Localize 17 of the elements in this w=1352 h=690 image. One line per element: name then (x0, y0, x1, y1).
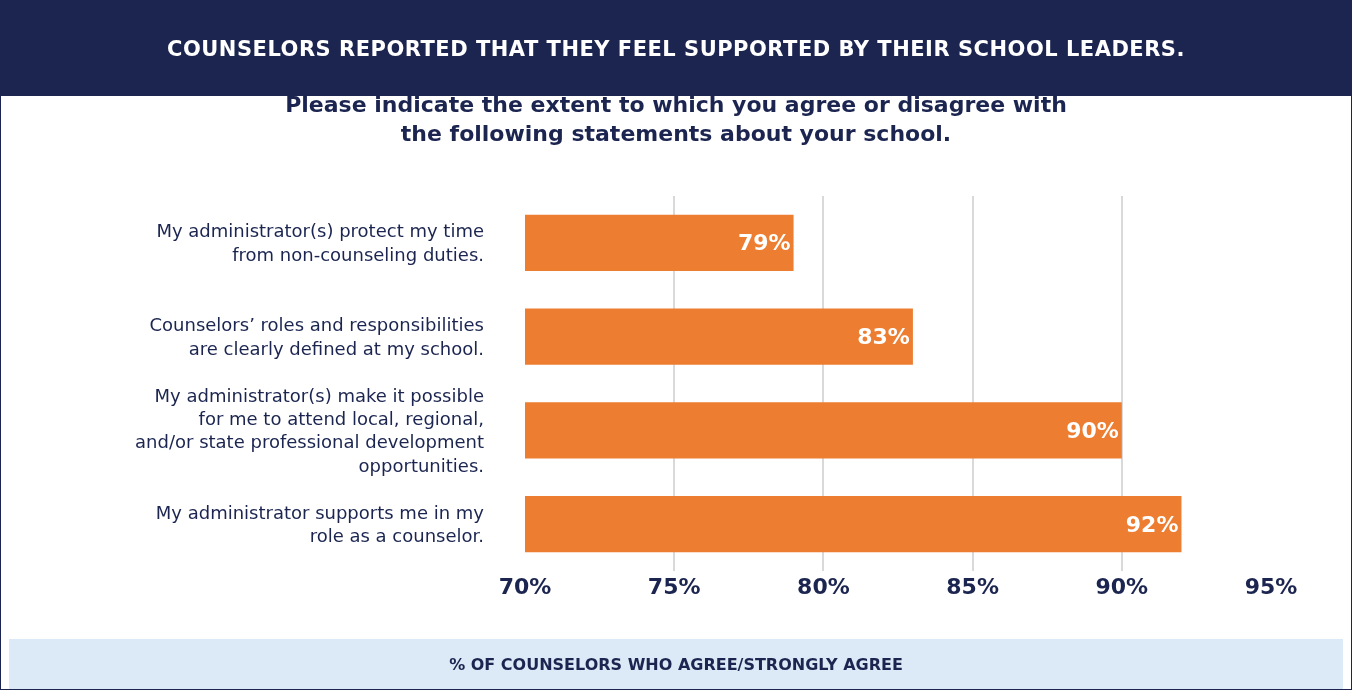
y-tick-label: My administrator supports me in my role as a counselor. (155, 501, 485, 547)
data-label: 83% (857, 324, 910, 350)
x-tick-label: 70% (498, 574, 552, 599)
y-tick-label: Counselors’ roles and responsibilities are clearly defined at my school. (149, 314, 484, 359)
data-label: 79% (737, 230, 791, 256)
chart-title: COUNSELORS REPORTED THAT THEY FEEL SUPPORTED BY THEIR SCHOOL LEADERS. (167, 36, 1185, 61)
data-label: 92% (1125, 511, 1179, 537)
chart-subtitle: Please indicate the extent to which you agree or disagree with the following statements about your school. (285, 92, 1067, 146)
x-tick-label: 85% (946, 574, 999, 599)
x-tick-label: 75% (647, 574, 701, 599)
y-tick-label: My administrator(s) protect my time from non-counseling duties. (156, 220, 484, 265)
x-tick-label: 90% (1095, 574, 1149, 599)
y-tick-label: My administrator(s) make it possible for me to attend local, regional, and/or state professional development opportunities. (135, 384, 484, 476)
data-label: 90% (1066, 417, 1119, 443)
x-axis-title: % OF COUNSELORS WHO AGREE/STRONGLY AGREE (9, 639, 1343, 689)
x-tick-label: 95% (1244, 574, 1298, 599)
x-tick-label: 80% (797, 574, 850, 599)
